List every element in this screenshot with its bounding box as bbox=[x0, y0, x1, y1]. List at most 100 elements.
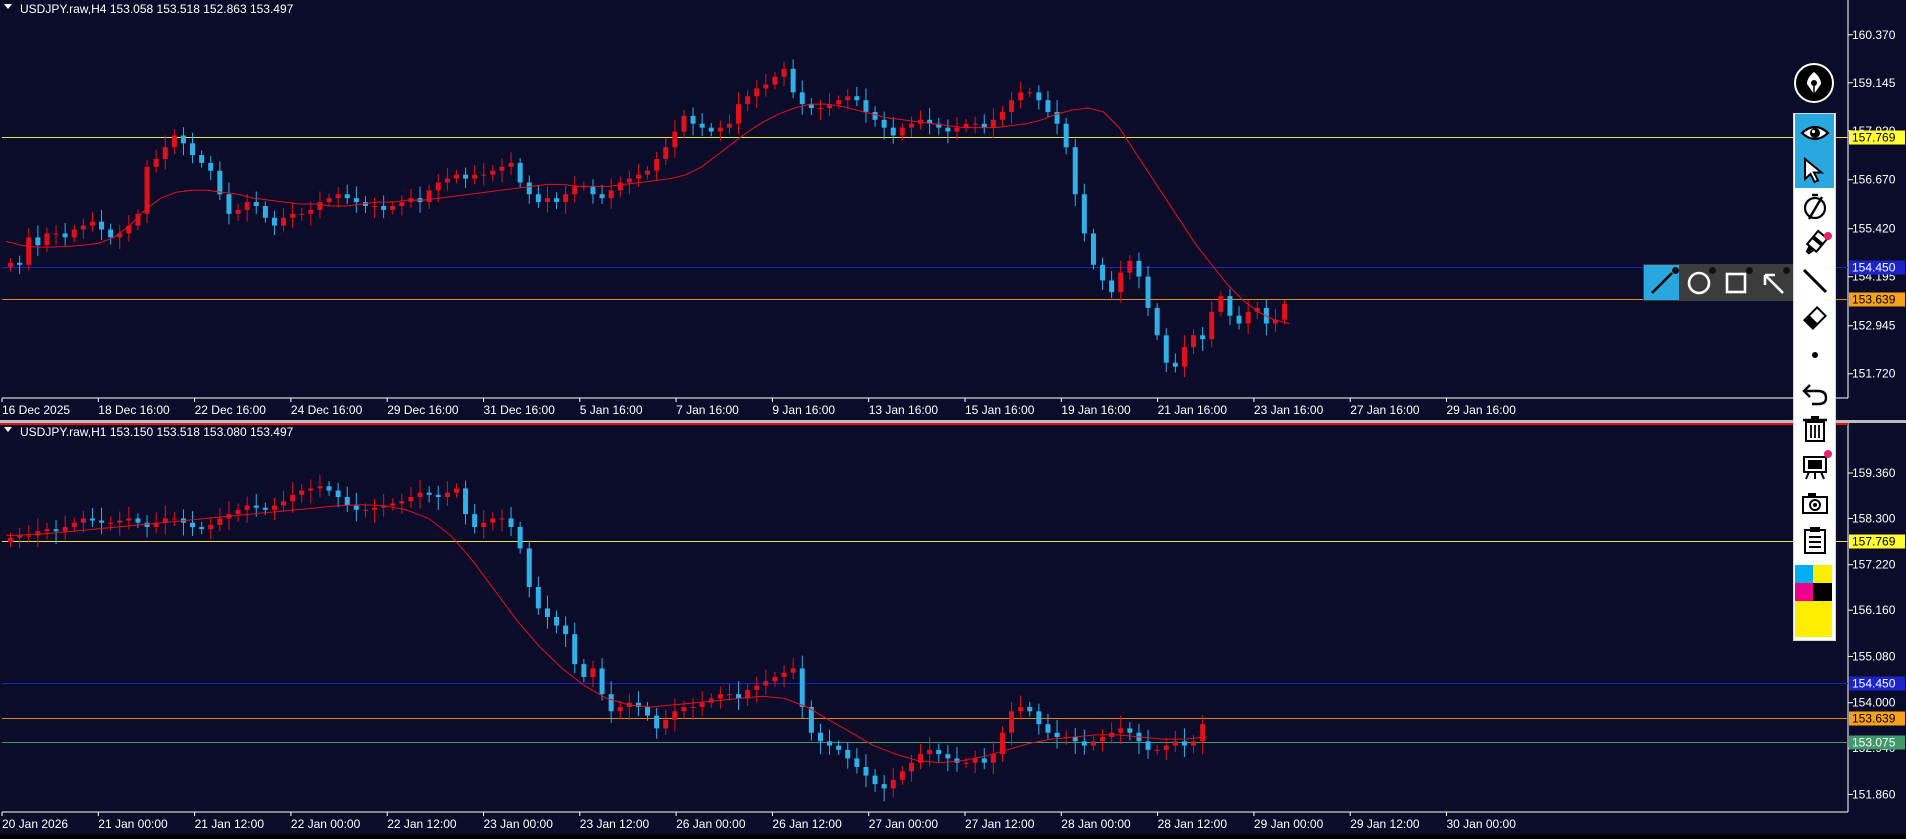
candle-body bbox=[162, 147, 168, 159]
color-swatches bbox=[1795, 565, 1832, 637]
level-price-tag bbox=[1849, 711, 1905, 726]
candle-body bbox=[645, 170, 651, 175]
candle-body bbox=[326, 486, 332, 491]
candle-body bbox=[1209, 311, 1215, 340]
highlighter-icon[interactable] bbox=[1795, 225, 1834, 262]
candle-body bbox=[190, 522, 196, 527]
candle-body bbox=[417, 492, 423, 497]
level-price-label: 153.075 bbox=[1852, 736, 1896, 750]
candle-body bbox=[999, 111, 1005, 120]
candle-body bbox=[1118, 728, 1124, 733]
eraser-icon[interactable] bbox=[1795, 299, 1834, 336]
candle-body bbox=[299, 490, 305, 495]
camera-icon[interactable] bbox=[1795, 484, 1834, 521]
swatch-yellow[interactable] bbox=[1813, 565, 1832, 583]
candle-body bbox=[53, 233, 59, 235]
candle-body bbox=[763, 681, 769, 686]
candle-body bbox=[362, 202, 368, 206]
pen-logo-icon[interactable] bbox=[1794, 63, 1834, 103]
candle-body bbox=[335, 194, 341, 199]
candle-body bbox=[563, 625, 569, 635]
candle-body bbox=[26, 237, 32, 265]
candle-body bbox=[881, 119, 887, 128]
price-tick-label: 152.945 bbox=[1852, 319, 1896, 333]
cursor-icon[interactable] bbox=[1795, 151, 1834, 188]
price-tick-label: 155.080 bbox=[1852, 649, 1896, 663]
price-tick-label: 151.860 bbox=[1852, 787, 1896, 801]
candle-body bbox=[472, 174, 478, 179]
candle-body bbox=[936, 749, 942, 755]
collapse-triangle-icon[interactable] bbox=[4, 4, 12, 9]
h1-chart[interactable]: USDJPY.raw,H1 153.150 153.518 153.080 15… bbox=[0, 423, 1906, 834]
dot-size-icon[interactable] bbox=[1795, 336, 1834, 373]
chart-header: USDJPY.raw,H1 153.150 153.518 153.080 15… bbox=[20, 425, 294, 439]
candle-body bbox=[71, 229, 77, 238]
undo-icon[interactable] bbox=[1795, 373, 1834, 410]
level-price-label: 154.450 bbox=[1852, 677, 1896, 691]
candle-body bbox=[444, 178, 450, 183]
trash-icon[interactable] bbox=[1795, 410, 1834, 447]
candle-body bbox=[117, 520, 123, 523]
time-tick-label: 29 Jan 16:00 bbox=[1447, 403, 1517, 417]
candle-body bbox=[1136, 260, 1142, 277]
candle-body bbox=[1027, 92, 1033, 94]
candle-body bbox=[890, 127, 896, 136]
candle-body bbox=[89, 518, 95, 521]
candle-body bbox=[381, 206, 387, 210]
candle-body bbox=[1118, 272, 1124, 293]
pane-separator[interactable] bbox=[0, 420, 1906, 423]
time-tick-label: 28 Jan 00:00 bbox=[1061, 817, 1131, 831]
level-price-label: 153.639 bbox=[1852, 712, 1896, 726]
candle-body bbox=[772, 76, 778, 85]
projector-icon[interactable] bbox=[1795, 447, 1834, 484]
swatch-black[interactable] bbox=[1813, 583, 1832, 601]
candle-body bbox=[945, 127, 951, 132]
candle-body bbox=[144, 522, 150, 527]
candle-body bbox=[845, 96, 851, 101]
compass-icon[interactable] bbox=[1795, 188, 1834, 225]
shape-circle-icon[interactable] bbox=[1681, 265, 1716, 300]
candle-body bbox=[699, 702, 705, 707]
candle-body bbox=[126, 225, 132, 234]
candle-body bbox=[171, 518, 177, 520]
candle-body bbox=[381, 505, 387, 508]
candle-body bbox=[44, 233, 50, 246]
swatch-magenta[interactable] bbox=[1795, 583, 1813, 601]
shape-arrow-icon[interactable] bbox=[1755, 265, 1790, 300]
candle-body bbox=[344, 194, 350, 199]
candle-body bbox=[481, 174, 487, 176]
time-tick-label: 29 Jan 12:00 bbox=[1350, 817, 1420, 831]
current-color[interactable] bbox=[1795, 601, 1832, 637]
level-price-tag bbox=[1849, 130, 1905, 145]
candle-body bbox=[872, 775, 878, 785]
candle-body bbox=[999, 732, 1005, 755]
candle-body bbox=[535, 194, 541, 203]
candle-body bbox=[1063, 123, 1069, 148]
time-tick-label: 26 Jan 00:00 bbox=[676, 817, 746, 831]
level-price-tag bbox=[1849, 735, 1905, 750]
swatch-cyan[interactable] bbox=[1795, 565, 1813, 583]
candle-body bbox=[362, 509, 368, 511]
h4-chart-pane[interactable]: USDJPY.raw,H4 153.058 153.518 152.863 15… bbox=[0, 0, 1906, 420]
candle-body bbox=[936, 123, 942, 128]
candle-body bbox=[581, 664, 587, 677]
candle-body bbox=[372, 206, 378, 207]
line-tool-icon[interactable] bbox=[1795, 262, 1834, 299]
candle-body bbox=[499, 518, 505, 520]
time-tick-label: 16 Dec 2025 bbox=[2, 403, 70, 417]
price-tick-label: 155.420 bbox=[1852, 222, 1896, 236]
clipboard-icon[interactable] bbox=[1795, 521, 1834, 558]
candle-body bbox=[745, 96, 751, 105]
h4-chart[interactable]: USDJPY.raw,H4 153.058 153.518 152.863 15… bbox=[0, 0, 1906, 420]
candle-body bbox=[845, 749, 851, 759]
candle-body bbox=[836, 100, 842, 105]
candle-body bbox=[790, 68, 796, 93]
price-tick-label: 156.160 bbox=[1852, 603, 1896, 617]
shape-rectangle-icon[interactable] bbox=[1718, 265, 1753, 300]
collapse-triangle-icon[interactable] bbox=[4, 427, 12, 432]
price-tick-label: 159.360 bbox=[1852, 466, 1896, 480]
candle-body bbox=[281, 501, 287, 506]
candle-body bbox=[790, 668, 796, 673]
eye-icon[interactable] bbox=[1795, 114, 1834, 151]
h1-chart-pane[interactable]: USDJPY.raw,H1 153.150 153.518 153.080 15… bbox=[0, 423, 1906, 834]
